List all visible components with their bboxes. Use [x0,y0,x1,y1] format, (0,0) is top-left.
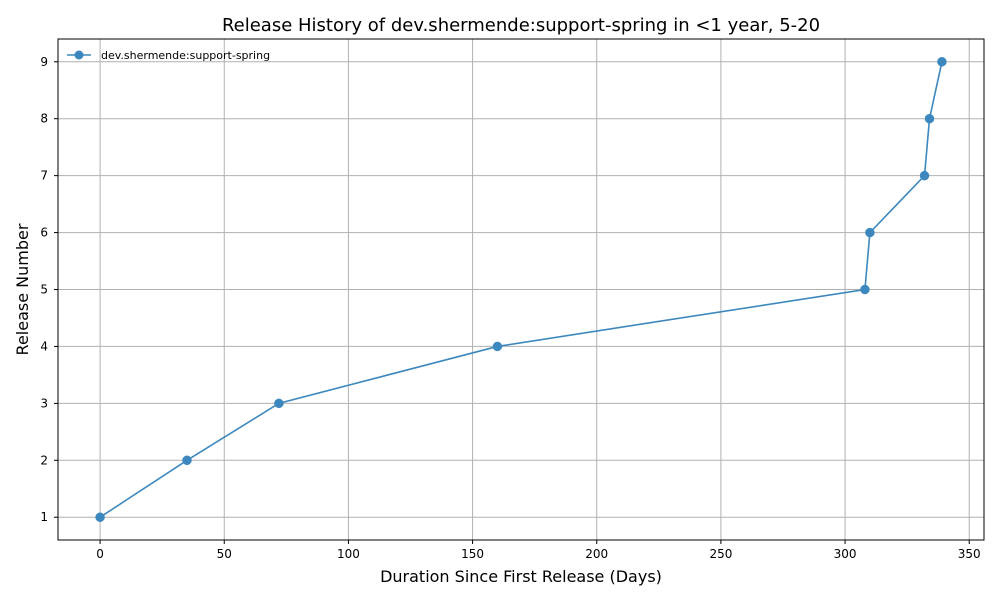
y-tick-label: 9 [40,55,48,69]
legend: dev.shermende:support-spring [67,49,270,62]
y-tick-label: 5 [40,283,48,297]
y-tick-label: 8 [40,112,48,126]
series-layer [95,57,947,522]
x-tick-label: 50 [217,547,232,561]
legend-marker-swatch [74,50,84,60]
y-axis-label: Release Number [13,223,32,355]
x-tick-label: 350 [958,547,981,561]
legend-label: dev.shermende:support-spring [101,49,270,62]
y-tick-label: 7 [40,169,48,183]
x-tick-label: 300 [834,547,857,561]
y-tick-label: 4 [40,339,48,353]
x-tick-label: 0 [96,547,104,561]
series-point [182,455,192,466]
plot-frame [57,38,985,541]
y-tick-label: 2 [40,453,48,467]
series-point [937,57,947,67]
series-point [860,284,870,295]
x-tick-label: 200 [585,547,608,561]
series-point [95,512,105,522]
y-tick-label: 6 [40,226,48,240]
x-tick-label: 150 [461,547,484,561]
x-tick-label: 250 [709,547,732,561]
x-axis-label: Duration Since First Release (Days) [380,567,662,586]
series-point [865,227,875,238]
tick-layer: 0 50 100 150 200 250 300 350 1 2 3 4 5 6 7 8 9 [40,55,980,561]
chart-title: Release History of dev.shermende:support… [222,15,820,36]
y-tick-label: 1 [40,510,48,524]
series-point [924,113,935,124]
y-tick-label: 3 [40,396,48,410]
series-point [492,341,503,352]
grid-layer [58,39,984,540]
series-point [274,398,284,409]
x-tick-label: 100 [337,547,360,561]
series-point [919,170,930,181]
